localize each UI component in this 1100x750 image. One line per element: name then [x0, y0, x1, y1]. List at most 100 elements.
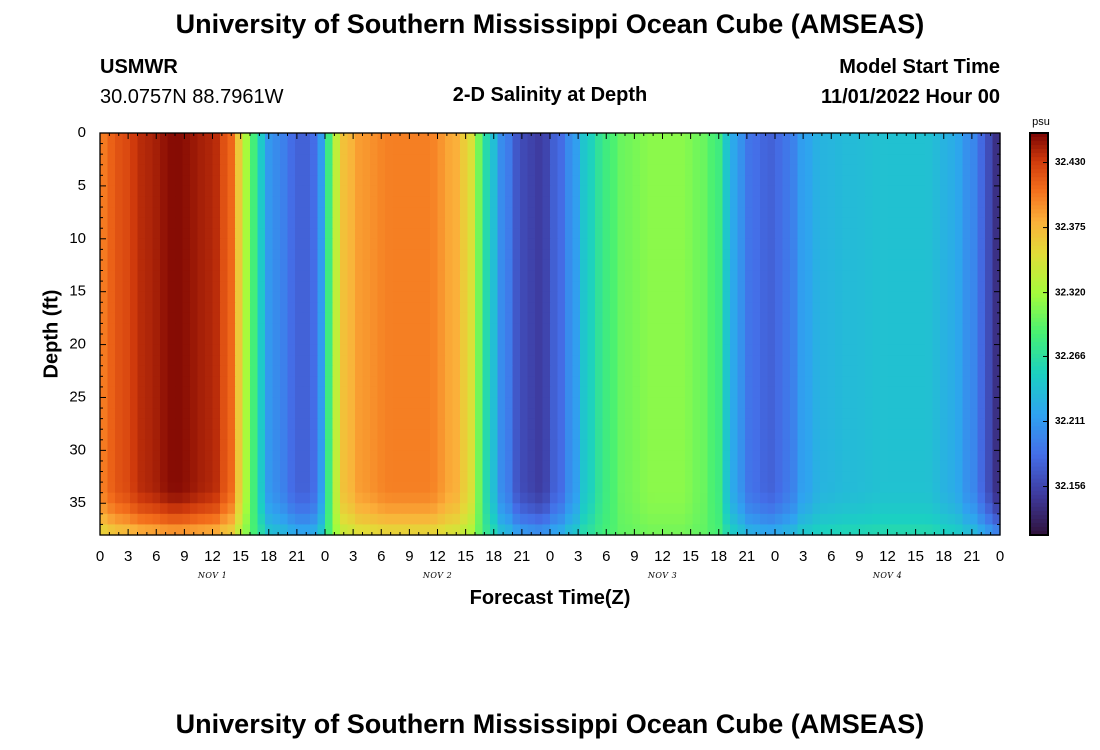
heatmap-cell — [565, 133, 574, 145]
heatmap-cell — [400, 228, 409, 240]
heatmap-cell — [985, 312, 994, 325]
heatmap-cell — [325, 133, 334, 145]
heatmap-cell — [482, 143, 491, 155]
heatmap-cell — [587, 344, 596, 356]
heatmap-cell — [392, 334, 401, 346]
heatmap-cell — [115, 175, 124, 187]
heatmap-cell — [797, 270, 806, 282]
heatmap-cell — [872, 365, 881, 377]
heatmap-cell — [715, 408, 724, 420]
heatmap-cell — [880, 175, 889, 187]
heatmap-cell — [850, 365, 859, 377]
heatmap-cell — [850, 154, 859, 166]
heatmap-cell — [692, 175, 701, 187]
heatmap-cell — [175, 312, 184, 325]
heatmap-cell — [302, 312, 311, 325]
heatmap-cell — [250, 471, 259, 483]
heatmap-cell — [377, 397, 386, 409]
heatmap-cell — [940, 503, 949, 515]
heatmap-cell — [880, 196, 889, 208]
heatmap-cell — [310, 312, 319, 325]
heatmap-cell — [175, 471, 184, 483]
heatmap-cell — [272, 450, 281, 462]
heatmap-cell — [415, 302, 424, 314]
heatmap-cell — [640, 429, 649, 441]
heatmap-cell — [970, 418, 979, 430]
heatmap-cell — [925, 524, 934, 536]
heatmap-cell — [902, 323, 911, 335]
heatmap-cell — [160, 397, 169, 409]
heatmap-cell — [445, 217, 454, 229]
heatmap-cell — [580, 270, 589, 282]
heatmap-cell — [347, 196, 356, 208]
heatmap-cell — [670, 503, 679, 515]
heatmap-cell — [182, 429, 191, 441]
heatmap-cell — [580, 460, 589, 473]
heatmap-cell — [805, 524, 814, 536]
heatmap-cell — [617, 228, 626, 240]
heatmap-cell — [100, 185, 109, 198]
heatmap-cell — [250, 302, 259, 314]
heatmap-cell — [355, 259, 364, 272]
heatmap-cell — [917, 492, 926, 504]
heatmap-cell — [805, 238, 814, 250]
heatmap-cell — [962, 386, 971, 399]
heatmap-cell — [632, 228, 641, 240]
heatmap-cell — [647, 281, 656, 293]
colorbar-segment — [1030, 418, 1048, 424]
heatmap-cell — [797, 471, 806, 483]
heatmap-cell — [842, 207, 851, 219]
heatmap-cell — [505, 228, 514, 240]
heatmap-cell — [550, 365, 559, 377]
heatmap-cell — [145, 524, 154, 536]
heatmap-cell — [520, 376, 529, 388]
heatmap-cell — [842, 270, 851, 282]
heatmap-cell — [595, 355, 604, 367]
heatmap-cell — [475, 291, 484, 303]
heatmap-cell — [767, 513, 776, 526]
heatmap-cell — [782, 217, 791, 229]
heatmap-cell — [115, 281, 124, 293]
heatmap-cell — [497, 249, 506, 261]
heatmap-cell — [812, 154, 821, 166]
heatmap-cell — [962, 175, 971, 187]
heatmap-cell — [482, 323, 491, 335]
heatmap-cell — [865, 471, 874, 483]
heatmap-cell — [272, 249, 281, 261]
heatmap-cell — [917, 365, 926, 377]
heatmap-cell — [962, 312, 971, 325]
colorbar-segment — [1030, 442, 1048, 448]
heatmap-cell — [550, 164, 559, 176]
heatmap-cell — [887, 291, 896, 303]
heatmap-cell — [715, 386, 724, 399]
heatmap-cell — [985, 386, 994, 399]
heatmap-cell — [917, 228, 926, 240]
heatmap-cell — [557, 259, 566, 272]
heatmap-cell — [640, 259, 649, 272]
x-tick-label: 3 — [799, 548, 807, 565]
heatmap-cell — [700, 482, 709, 494]
heatmap-cell — [145, 418, 154, 430]
heatmap-cell — [887, 133, 896, 145]
heatmap-cell — [677, 471, 686, 483]
heatmap-cell — [790, 460, 799, 473]
heatmap-cell — [160, 334, 169, 346]
heatmap-cell — [940, 418, 949, 430]
heatmap-cell — [587, 291, 596, 303]
heatmap-cell — [940, 344, 949, 356]
heatmap-cell — [482, 365, 491, 377]
heatmap-cell — [467, 217, 476, 229]
heatmap-cell — [490, 217, 499, 229]
heatmap-cell — [377, 164, 386, 176]
heatmap-cell — [640, 386, 649, 399]
x-tick-label: 18 — [485, 548, 502, 565]
heatmap-cell — [617, 482, 626, 494]
heatmap-cell — [197, 503, 206, 515]
heatmap-cell — [790, 175, 799, 187]
heatmap-cell — [797, 386, 806, 399]
heatmap-cell — [827, 270, 836, 282]
heatmap-cell — [490, 143, 499, 155]
heatmap-cell — [482, 207, 491, 219]
heatmap-cell — [422, 249, 431, 261]
heatmap-cell — [542, 312, 551, 325]
